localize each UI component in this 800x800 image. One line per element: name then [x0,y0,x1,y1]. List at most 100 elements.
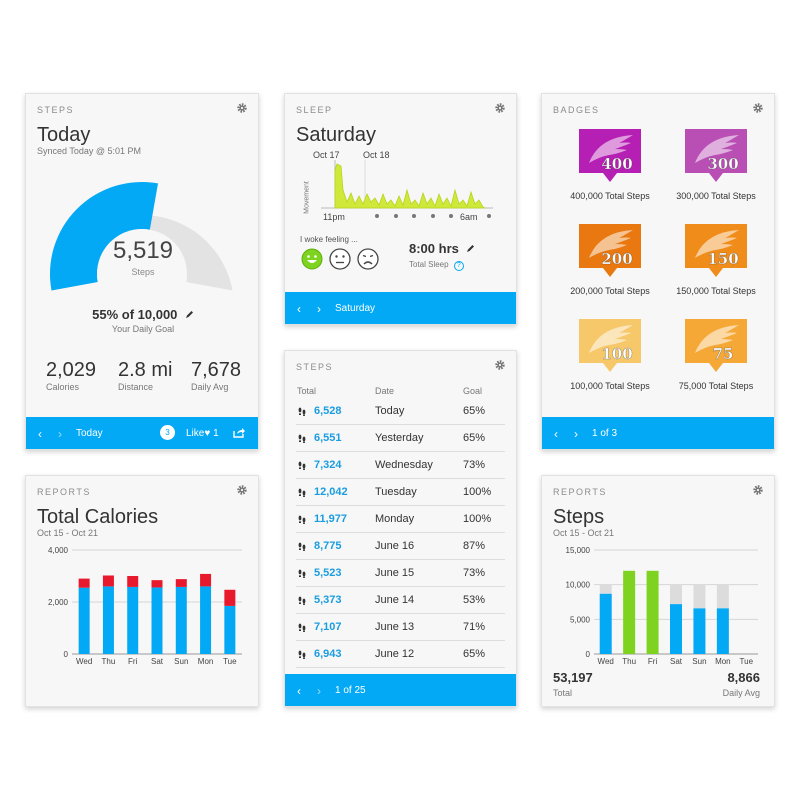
happy-icon[interactable] [301,248,323,270]
gear-icon[interactable] [752,484,764,496]
bar-wed-series-1[interactable] [78,578,90,588]
row-goal: 87% [463,540,486,552]
sleep-duration-row: 8:00 hrs [409,240,475,258]
table-row[interactable]: 11,977 Monday 100% [296,506,505,533]
next-arrow-icon[interactable]: › [574,427,578,441]
row-total[interactable]: 5,373 [314,594,342,606]
bar-thu-series-0[interactable] [102,586,114,654]
sleep-end-time: 6am [460,212,478,222]
table-row[interactable]: 6,528 Today 65% [296,398,505,425]
daily-avg-value: 8,866 [727,670,760,685]
bar-thu-series-1[interactable] [102,575,114,587]
row-goal: 71% [463,621,486,633]
bar-fri-series-0[interactable] [646,570,659,654]
bar-sun-series-1[interactable] [693,584,706,609]
bar-fri-series-0[interactable] [127,586,139,654]
row-total[interactable]: 7,107 [314,621,342,633]
steps-table-card: STEPS Total Date Goal 6,528 Today 65% 6,551… [284,350,517,707]
bar-fri-series-1[interactable] [127,576,139,587]
badge-icon[interactable]: 400 [577,127,643,183]
sad-icon[interactable] [357,248,379,270]
table-row[interactable]: 6,943 June 12 65% [296,641,505,668]
bar-mon-series-1[interactable] [716,584,729,609]
gear-icon[interactable] [236,484,248,496]
next-arrow-icon[interactable]: › [317,684,321,698]
sleep-start-time: 11pm [323,212,345,222]
bar-sun-series-0[interactable] [175,586,187,654]
pencil-icon[interactable] [185,310,194,319]
daily-avg-label: Daily Avg [191,382,229,392]
bar-thu-series-0[interactable] [623,570,636,654]
row-total[interactable]: 6,551 [314,432,342,444]
help-icon[interactable]: ? [453,261,464,271]
bar-mon-series-0[interactable] [716,608,729,654]
x-tick-label: Thu [102,657,116,666]
row-total[interactable]: 6,943 [314,648,342,660]
next-arrow-icon[interactable]: › [58,427,62,441]
row-total[interactable]: 5,523 [314,567,342,579]
prev-arrow-icon[interactable]: ‹ [554,427,558,441]
badge-icon[interactable]: 100 [577,317,643,373]
row-total[interactable]: 6,528 [314,405,342,417]
goal-text: 55% of 10,000 [92,307,178,322]
x-tick-label: Fri [128,657,138,666]
bar-sat-series-1[interactable] [670,584,682,605]
row-total[interactable]: 12,042 [314,486,348,498]
footer-page: 1 of 3 [592,428,618,439]
movement-label: Movement [303,181,311,214]
table-row[interactable]: 6,551 Yesterday 65% [296,425,505,452]
badge-label: 75,000 Total Steps [678,381,754,391]
bar-tue-series-0[interactable] [224,605,236,654]
gear-icon[interactable] [236,102,248,114]
row-total[interactable]: 7,324 [314,459,342,471]
bar-wed-series-1[interactable] [599,584,612,594]
row-date: Monday [375,513,415,525]
badge-icon[interactable]: 150 [683,222,749,278]
bar-tue-series-1[interactable] [224,589,236,606]
badge-number: 75 [713,345,734,363]
prev-arrow-icon[interactable]: ‹ [297,684,301,698]
gear-icon[interactable] [494,359,506,371]
date-end: Oct 18 [363,150,390,160]
footprints-icon [298,434,306,443]
table-row[interactable]: 12,042 Tuesday 100% [296,479,505,506]
synced-text: Synced Today @ 5:01 PM [37,146,142,156]
row-total[interactable]: 11,977 [314,513,348,525]
bar-wed-series-0[interactable] [599,593,612,654]
card-footer: ‹ › Saturday [285,292,516,324]
bar-sat-series-0[interactable] [151,587,163,654]
badge-number: 300 [707,155,738,173]
row-goal: 53% [463,594,486,606]
y-tick-label: 2,000 [48,598,69,607]
bar-sun-series-0[interactable] [693,608,706,654]
table-row[interactable]: 7,324 Wednesday 73% [296,452,505,479]
bar-sun-series-1[interactable] [175,579,187,587]
badge-icon[interactable]: 200 [577,222,643,278]
prev-arrow-icon[interactable]: ‹ [38,427,42,441]
steps-value-label: Steps [131,267,155,277]
row-total[interactable]: 8,775 [314,540,342,552]
table-row[interactable]: 5,523 June 15 73% [296,560,505,587]
pencil-icon[interactable] [466,244,475,253]
next-arrow-icon[interactable]: › [317,302,321,316]
comment-badge[interactable]: 3 [160,425,175,440]
prev-arrow-icon[interactable]: ‹ [297,302,301,316]
bar-sat-series-1[interactable] [151,580,163,588]
bar-mon-series-0[interactable] [200,586,212,654]
bar-mon-series-1[interactable] [200,573,212,587]
total-sleep-label: Total Sleep [409,260,449,269]
bar-sat-series-0[interactable] [670,604,682,654]
badge-icon[interactable]: 300 [683,127,749,183]
daily-avg-value: 7,678 [191,359,242,381]
neutral-icon[interactable] [329,248,351,270]
gear-icon[interactable] [752,102,764,114]
like-button[interactable]: Like♥ 1 [186,428,219,439]
table-row[interactable]: 8,775 June 16 87% [296,533,505,560]
share-icon[interactable] [233,427,245,438]
gear-icon[interactable] [494,102,506,114]
bar-wed-series-0[interactable] [78,587,90,654]
card-label: REPORTS [37,487,91,497]
table-row[interactable]: 7,107 June 13 71% [296,614,505,641]
table-row[interactable]: 5,373 June 14 53% [296,587,505,614]
badge-icon[interactable]: 75 [683,317,749,373]
